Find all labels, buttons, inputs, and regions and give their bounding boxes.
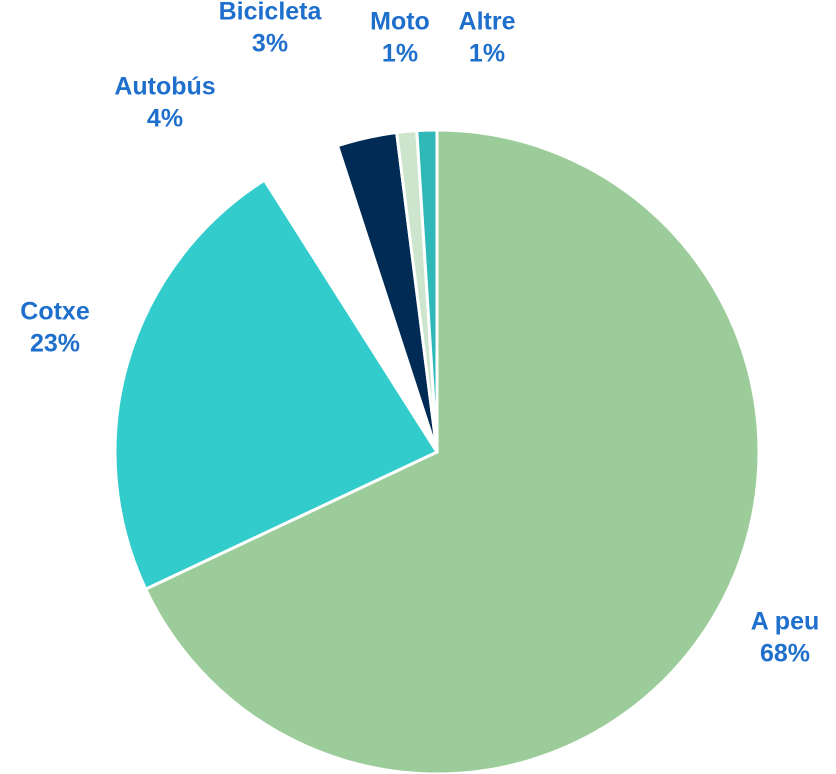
value-label: 1% <box>382 40 418 68</box>
pie-slice <box>143 128 761 774</box>
value-label: 3% <box>252 30 288 58</box>
category-label: Autobús <box>114 73 215 101</box>
value-label: 23% <box>30 330 80 358</box>
pie-slice <box>415 128 439 453</box>
value-label: 1% <box>469 40 505 68</box>
category-label: Altre <box>459 8 516 36</box>
category-label: Bicicleta <box>219 0 323 26</box>
pie-slice <box>113 178 440 592</box>
category-label: Moto <box>370 8 430 36</box>
value-label: 68% <box>760 640 810 668</box>
category-label: Cotxe <box>20 298 90 326</box>
category-label: A peu <box>751 608 820 636</box>
value-label: 4% <box>147 105 183 133</box>
